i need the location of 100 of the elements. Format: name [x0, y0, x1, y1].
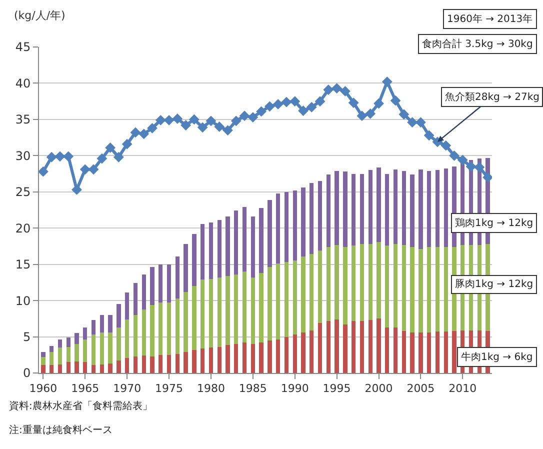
- point: [264, 101, 275, 112]
- bar: [385, 174, 390, 246]
- x-tick-label: 2005: [406, 382, 435, 396]
- x-tick-label: 1975: [155, 382, 184, 396]
- bar: [368, 244, 372, 320]
- bar: [343, 172, 348, 247]
- point: [54, 151, 66, 162]
- bar: [41, 357, 46, 366]
- bar: [184, 352, 188, 373]
- bar: [116, 304, 121, 328]
- x-tick-label: 1995: [322, 382, 351, 396]
- point: [72, 184, 82, 195]
- bar: [74, 361, 79, 373]
- bar: [250, 216, 256, 278]
- bar: [150, 267, 154, 305]
- point: [188, 114, 200, 125]
- point: [206, 116, 216, 126]
- point: [180, 120, 192, 130]
- bar: [326, 246, 331, 321]
- point: [272, 99, 284, 110]
- bar: [259, 273, 264, 343]
- bar: [74, 333, 79, 344]
- y-tick-label: 30: [15, 148, 31, 163]
- point: [248, 112, 258, 122]
- annotation: 食肉合計 3.5kg → 30kg: [422, 38, 533, 50]
- point: [415, 117, 426, 128]
- point: [398, 109, 410, 120]
- x-tick-label: 2000: [364, 382, 393, 396]
- bar: [418, 169, 423, 250]
- bar: [310, 183, 314, 254]
- bar: [133, 315, 138, 356]
- text: 資料:農林水産省「食料需給表」: [9, 400, 152, 412]
- bar: [166, 302, 172, 355]
- bar: [124, 319, 130, 358]
- bar: [58, 364, 62, 373]
- bar: [108, 315, 112, 332]
- bar: [402, 170, 406, 245]
- bar: [58, 340, 62, 348]
- bar: [310, 330, 314, 373]
- bar: [142, 309, 146, 356]
- annotation: 鶏肉1kg → 12kg: [455, 217, 534, 229]
- point: [374, 98, 384, 109]
- bar: [133, 356, 138, 373]
- bar: [83, 327, 88, 340]
- bar: [200, 348, 205, 373]
- point: [39, 166, 48, 177]
- bar: [234, 344, 238, 373]
- x-tick-label: 1985: [238, 382, 267, 396]
- bar: [301, 188, 306, 256]
- point: [298, 106, 308, 116]
- bar: [376, 318, 381, 373]
- bar: [351, 174, 356, 246]
- y-tick-label: 5: [22, 330, 31, 344]
- bar: [343, 324, 348, 373]
- y-tick-label: 45: [15, 40, 31, 54]
- bar: [200, 224, 205, 280]
- bar: [292, 260, 297, 335]
- bar: [334, 244, 339, 320]
- bar: [158, 264, 163, 303]
- y-tick-label: 35: [15, 112, 31, 127]
- point: [340, 86, 350, 96]
- bar: [444, 246, 448, 332]
- point: [80, 164, 90, 175]
- bar: [242, 207, 247, 272]
- bar: [192, 286, 196, 350]
- bar: [166, 354, 172, 373]
- bar: [276, 193, 280, 264]
- text: 1960年 → 2013年: [447, 13, 533, 25]
- point: [46, 152, 57, 162]
- point: [290, 96, 300, 107]
- bar: [326, 174, 331, 247]
- annotation: 牛肉1kg → 6kg: [461, 351, 533, 363]
- bar: [192, 234, 196, 286]
- point: [457, 154, 468, 166]
- point: [222, 125, 233, 136]
- point: [88, 164, 99, 175]
- bar: [100, 332, 104, 364]
- bar: [184, 292, 188, 352]
- bar: [100, 364, 104, 373]
- point: [230, 116, 242, 126]
- bar: [66, 346, 70, 362]
- point: [356, 110, 368, 122]
- bar: [184, 244, 188, 292]
- bar: [91, 365, 96, 373]
- bar: [200, 280, 205, 348]
- bar: [208, 222, 214, 279]
- bar: [234, 274, 238, 344]
- bar: [410, 332, 414, 373]
- point: [407, 117, 418, 128]
- bar: [276, 340, 280, 373]
- point: [482, 172, 492, 183]
- x-tick-label: 1980: [196, 382, 225, 396]
- bar: [444, 332, 448, 373]
- point: [96, 153, 108, 164]
- point: [130, 127, 141, 138]
- bar: [226, 276, 230, 345]
- bar: [259, 208, 264, 274]
- point: [155, 114, 166, 126]
- annotation: 豚肉1kg → 12kg: [455, 279, 534, 290]
- bar: [124, 292, 130, 320]
